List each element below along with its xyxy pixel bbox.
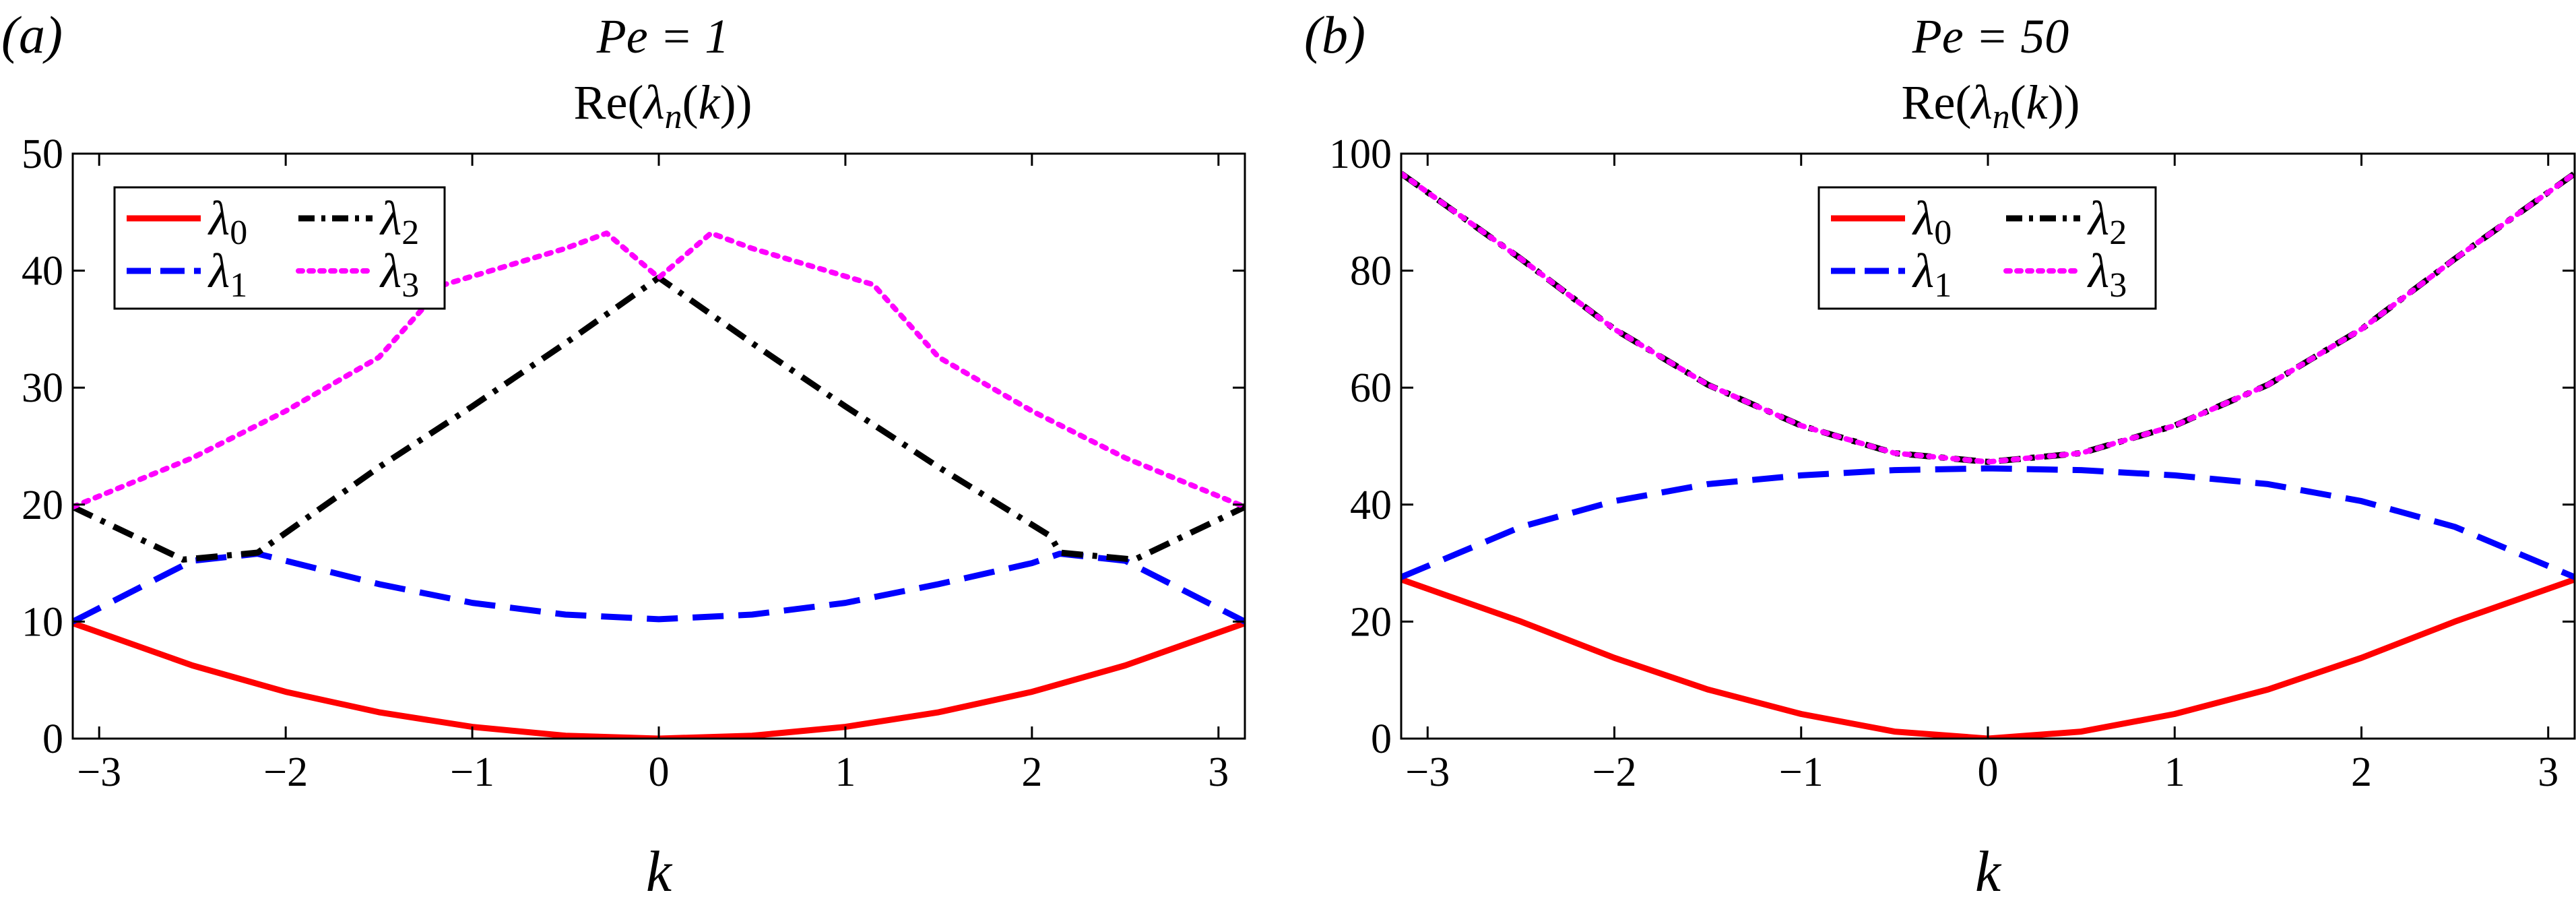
panel-title-line2: Re(λn(k)): [573, 75, 752, 136]
legend-label-λ3: λ3: [2087, 244, 2127, 305]
y-tick-label: 20: [1350, 599, 1392, 645]
series-group: [1401, 170, 2575, 739]
y-tick-label: 50: [22, 131, 63, 177]
y-tick-label: 0: [1371, 716, 1392, 762]
x-tick-label: −1: [1779, 749, 1824, 795]
legend-label-λ0: λ0: [207, 191, 247, 252]
y-tick-label: 10: [22, 599, 63, 645]
series-line-λ2: [73, 274, 1245, 563]
legend: λ0 λ2 λ1 λ3: [113, 186, 446, 310]
series-line-λ0: [1401, 576, 2575, 739]
legend: λ0 λ2 λ1 λ3: [1817, 186, 2157, 310]
x-tick-label: −2: [1592, 749, 1637, 795]
series-line-λ3: [73, 230, 1245, 510]
panel-b: −3 −2 −1 0 1 2 3 0 20 40 60 80 100 k (b) Pe = 50 Re(λn(k…: [1304, 5, 2576, 901]
x-tick-label: −1: [450, 749, 494, 795]
panel-label: (a): [1, 5, 63, 64]
y-tick-label: 20: [22, 483, 63, 528]
series-line-λ0: [73, 620, 1245, 739]
series-line-λ3: [1401, 170, 2575, 465]
panel-title-line1: Pe = 1: [596, 9, 730, 63]
legend-box: [1817, 186, 2157, 310]
x-tick-label: 1: [2164, 749, 2185, 795]
panel-title-line2: Re(λn(k)): [1901, 75, 2080, 136]
x-tick-label: 1: [835, 749, 856, 795]
y-tick-label: 30: [22, 365, 63, 411]
y-tick-label: 40: [22, 249, 63, 294]
legend-label-λ2: λ2: [379, 191, 419, 252]
panel-title-line1: Pe = 50: [1912, 9, 2069, 63]
legend-label-λ1: λ1: [207, 244, 247, 305]
y-tick-label: 0: [42, 716, 63, 762]
y-tick-label: 100: [1329, 131, 1392, 177]
legend-label-λ1: λ1: [1912, 244, 1952, 305]
legend-box: [113, 186, 446, 310]
legend-label-λ2: λ2: [2087, 191, 2127, 252]
x-tick-label: −3: [1405, 749, 1450, 795]
series-line-λ1: [73, 551, 1245, 625]
legend-label-λ3: λ3: [379, 244, 419, 305]
x-axis-label: k: [1975, 839, 2002, 901]
y-tick-label: 60: [1350, 365, 1392, 411]
x-tick-label: 3: [1208, 749, 1229, 795]
x-tick-label: 0: [1978, 749, 1999, 795]
series-group: [73, 230, 1245, 739]
legend-label-λ0: λ0: [1912, 191, 1952, 252]
y-tick-label: 40: [1350, 483, 1392, 528]
x-axis-label: k: [646, 839, 673, 901]
x-tick-label: 0: [649, 749, 670, 795]
y-tick-label: 80: [1350, 249, 1392, 294]
panel-label: (b): [1304, 5, 1365, 64]
series-line-λ1: [1401, 465, 2575, 580]
x-tick-label: 3: [2538, 749, 2558, 795]
x-tick-label: 2: [1021, 749, 1042, 795]
x-tick-label: 2: [2351, 749, 2372, 795]
x-tick-label: −2: [263, 749, 308, 795]
x-tick-label: −3: [77, 749, 121, 795]
